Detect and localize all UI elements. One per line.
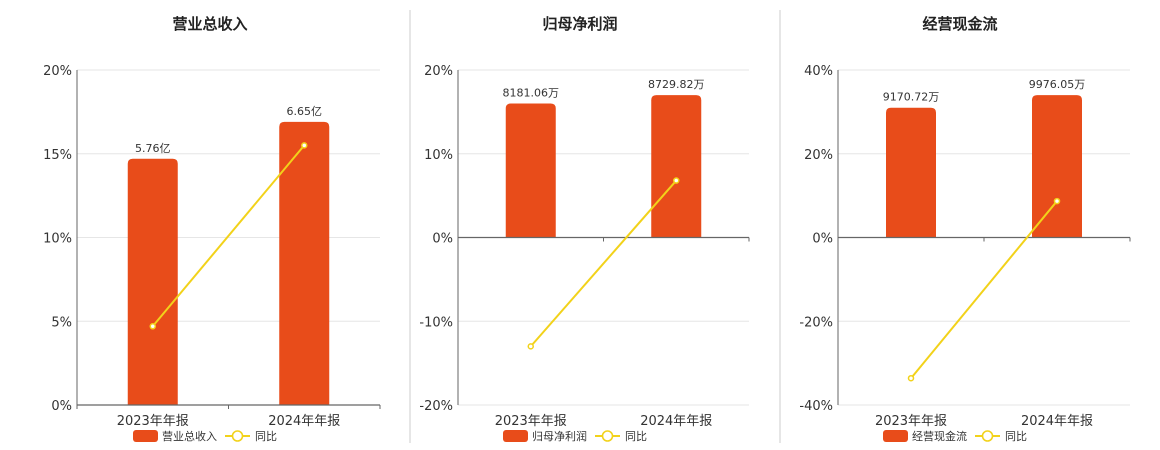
yoy-point-2[interactable]	[673, 177, 680, 184]
y-tick-label: -20%	[419, 399, 453, 414]
y-tick-label: 0%	[51, 399, 72, 414]
yoy-line	[910, 200, 1058, 379]
legend-bar-label: 营业总收入	[162, 429, 217, 443]
legend-bar-label: 归母净利润	[532, 429, 587, 443]
legend-line-marker	[601, 430, 614, 442]
y-tick-label: 0%	[812, 232, 833, 247]
x-category-label: 2023年年报	[117, 414, 189, 429]
y-tick-label: 10%	[43, 232, 72, 247]
chart-title: 营业总收入	[172, 15, 247, 33]
legend: 归母净利润 同比	[503, 429, 647, 443]
x-category-label: 2024年年报	[1021, 414, 1093, 429]
chart-title: 归母净利润	[542, 15, 617, 33]
y-tick-label: -20%	[799, 315, 833, 330]
legend-line-label: 同比	[255, 430, 277, 443]
bar-1[interactable]	[127, 158, 178, 405]
bar-2[interactable]	[1032, 95, 1082, 238]
bar-data-label: 8181.06万	[503, 87, 560, 100]
yoy-point-2[interactable]	[1053, 197, 1061, 205]
yoy-point-1[interactable]	[907, 374, 915, 382]
chart-title: 经营现金流	[922, 15, 997, 33]
legend-bar-swatch	[133, 430, 158, 442]
y-tick-label: 0%	[432, 232, 453, 247]
bar-data-label: 5.76亿	[135, 142, 171, 155]
y-tick-label: 10%	[424, 148, 453, 163]
bar-data-label: 6.65亿	[287, 105, 323, 118]
bar-1[interactable]	[886, 107, 936, 238]
y-tick-label: 20%	[804, 148, 833, 163]
legend-line-marker	[231, 430, 244, 442]
yoy-point-2[interactable]	[301, 142, 308, 149]
x-category-label: 2023年年报	[875, 414, 947, 429]
y-tick-label: 40%	[804, 64, 833, 79]
bar-data-label: 9976.05万	[1029, 78, 1086, 91]
bar-2[interactable]	[279, 121, 330, 406]
legend-line-marker	[981, 430, 994, 442]
y-tick-label: -40%	[799, 399, 833, 414]
x-category-label: 2024年年报	[268, 414, 340, 429]
bar-data-label: 9170.72万	[883, 91, 940, 104]
legend-line-label: 同比	[1005, 430, 1027, 443]
x-category-label: 2023年年报	[495, 414, 567, 429]
bar-2[interactable]	[651, 95, 702, 238]
yoy-point-1[interactable]	[527, 343, 534, 350]
y-tick-label: -10%	[419, 315, 453, 330]
x-category-label: 2024年年报	[640, 414, 712, 429]
legend-line-label: 同比	[625, 430, 647, 443]
y-tick-label: 20%	[424, 64, 453, 79]
legend: 营业总收入 同比	[133, 429, 277, 443]
yoy-line	[529, 179, 678, 348]
legend-bar-label: 经营现金流	[912, 429, 967, 443]
y-tick-label: 5%	[51, 315, 72, 330]
legend: 经营现金流 同比	[883, 429, 1027, 443]
legend-bar-swatch	[883, 430, 908, 442]
chart-1: 营业总收入 0% 5% 10% 15% 20% 5.76亿 6.65亿 2023年年报 2024年…	[43, 15, 381, 443]
bar-1[interactable]	[505, 103, 556, 238]
chart-2: 归母净利润 -20% -10% 0% 10% 20% 8181.06万 8729.82万 202…	[419, 15, 750, 443]
chart-3: 经营现金流 -40% -20% 0% 20% 40% 9170.72万 9976.05万 202…	[799, 15, 1131, 443]
y-tick-label: 15%	[43, 148, 72, 163]
yoy-line	[151, 144, 306, 327]
yoy-point-1[interactable]	[149, 323, 156, 330]
y-tick-label: 20%	[43, 64, 72, 79]
bar-data-label: 8729.82万	[648, 78, 705, 91]
legend-bar-swatch	[503, 430, 528, 442]
